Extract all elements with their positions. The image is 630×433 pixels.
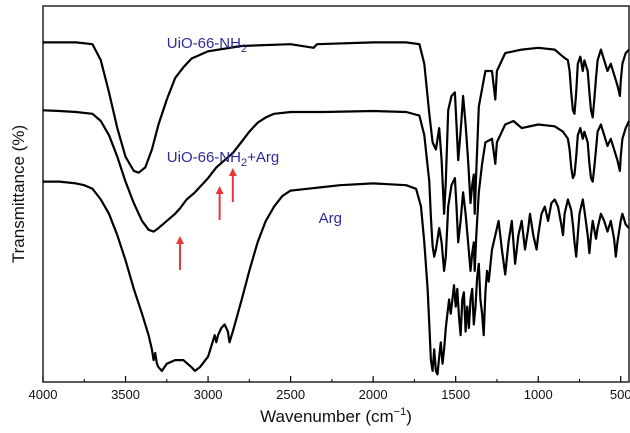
y-axis-title: Transmittance (%) bbox=[9, 125, 28, 263]
x-tick-label-3: 2500 bbox=[276, 387, 305, 402]
annotation-arrowhead-0 bbox=[176, 236, 185, 244]
x-tick-label-5: 1500 bbox=[441, 387, 470, 402]
x-tick-label-2: 3000 bbox=[194, 387, 223, 402]
series-label-0: UiO-66-NH2 bbox=[167, 35, 247, 55]
series-label-2: Arg bbox=[319, 210, 342, 227]
plot-frame bbox=[42, 5, 630, 383]
x-axis: 4000 3500 3000 2500 2000 1500 1000 500 bbox=[29, 376, 630, 402]
series-labels: UiO-66-NH2 UiO-66-NH2+Arg Arg bbox=[167, 35, 342, 227]
x-tick-label-7: 500 bbox=[610, 387, 630, 402]
x-tick-label-1: 3500 bbox=[111, 387, 140, 402]
x-axis-title: Wavenumber (cm−1) bbox=[260, 406, 412, 426]
series-line-0 bbox=[43, 41, 630, 215]
annotation-layer bbox=[176, 168, 237, 270]
series-layer bbox=[42, 41, 630, 376]
annotation-arrowhead-1 bbox=[215, 186, 224, 194]
x-tick-label-6: 1000 bbox=[524, 387, 553, 402]
series-line-1 bbox=[42, 109, 630, 272]
x-tick-label-0: 4000 bbox=[29, 387, 58, 402]
annotation-arrowhead-2 bbox=[228, 168, 237, 176]
series-label-1: UiO-66-NH2+Arg bbox=[167, 149, 279, 169]
series-line-2 bbox=[43, 180, 630, 376]
x-tick-label-4: 2000 bbox=[359, 387, 388, 402]
